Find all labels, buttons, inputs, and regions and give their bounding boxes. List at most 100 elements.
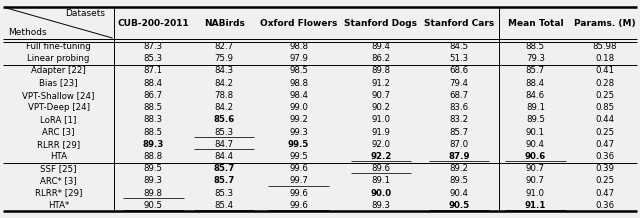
- Text: VPT-Deep [24]: VPT-Deep [24]: [28, 103, 90, 112]
- Text: 0.28: 0.28: [595, 79, 614, 88]
- Text: Stanford Cars: Stanford Cars: [424, 19, 495, 28]
- Text: 0.47: 0.47: [595, 189, 614, 198]
- Text: 98.8: 98.8: [289, 79, 308, 88]
- Text: Full fine-tuning: Full fine-tuning: [26, 42, 91, 51]
- Text: 89.6: 89.6: [371, 164, 390, 173]
- Text: 87.1: 87.1: [144, 66, 163, 75]
- Text: 87.0: 87.0: [450, 140, 469, 149]
- Text: 0.39: 0.39: [595, 164, 614, 173]
- Text: 91.0: 91.0: [526, 189, 545, 198]
- Text: 85.6: 85.6: [214, 115, 235, 124]
- Text: 89.5: 89.5: [450, 176, 468, 185]
- Text: 85.98: 85.98: [592, 42, 617, 51]
- Text: 88.5: 88.5: [144, 128, 163, 136]
- Text: 82.7: 82.7: [214, 42, 234, 51]
- Text: 0.36: 0.36: [595, 152, 614, 161]
- Text: 90.7: 90.7: [526, 176, 545, 185]
- Text: 0.41: 0.41: [595, 66, 614, 75]
- Text: Adapter [22]: Adapter [22]: [31, 66, 86, 75]
- Text: 91.2: 91.2: [371, 79, 390, 88]
- Text: 98.5: 98.5: [289, 66, 308, 75]
- Text: 78.8: 78.8: [214, 91, 234, 100]
- Text: 0.25: 0.25: [595, 176, 614, 185]
- Text: NABirds: NABirds: [204, 19, 244, 28]
- Text: 89.5: 89.5: [526, 115, 545, 124]
- Text: 91.0: 91.0: [371, 115, 390, 124]
- Text: VPT-Shallow [24]: VPT-Shallow [24]: [22, 91, 95, 100]
- Text: 92.0: 92.0: [371, 140, 390, 149]
- Text: 89.8: 89.8: [144, 189, 163, 198]
- Text: 90.4: 90.4: [450, 189, 468, 198]
- Text: 90.2: 90.2: [371, 103, 390, 112]
- Text: 90.4: 90.4: [526, 140, 545, 149]
- Text: 84.5: 84.5: [450, 42, 469, 51]
- Text: RLRR [29]: RLRR [29]: [37, 140, 80, 149]
- Text: 90.5: 90.5: [144, 201, 163, 210]
- Text: 90.7: 90.7: [371, 91, 390, 100]
- Text: 86.2: 86.2: [371, 54, 390, 63]
- Text: 88.3: 88.3: [144, 115, 163, 124]
- Text: 88.5: 88.5: [144, 103, 163, 112]
- Text: 85.3: 85.3: [144, 54, 163, 63]
- Text: 92.2: 92.2: [370, 152, 392, 161]
- Text: 89.3: 89.3: [371, 201, 390, 210]
- Text: 83.6: 83.6: [450, 103, 469, 112]
- Text: 86.7: 86.7: [144, 91, 163, 100]
- Text: 99.6: 99.6: [289, 164, 308, 173]
- Text: 90.6: 90.6: [525, 152, 546, 161]
- Text: 87.9: 87.9: [449, 152, 470, 161]
- Text: Linear probing: Linear probing: [28, 54, 90, 63]
- Text: 0.36: 0.36: [595, 201, 614, 210]
- Text: 99.6: 99.6: [289, 189, 308, 198]
- Text: ARC* [3]: ARC* [3]: [40, 176, 77, 185]
- Text: 89.1: 89.1: [371, 176, 390, 185]
- Text: 85.4: 85.4: [214, 201, 234, 210]
- Text: ARC [3]: ARC [3]: [42, 128, 75, 136]
- Text: 89.1: 89.1: [526, 103, 545, 112]
- Text: Stanford Dogs: Stanford Dogs: [344, 19, 417, 28]
- Text: RLRR* [29]: RLRR* [29]: [35, 189, 83, 198]
- Text: 85.3: 85.3: [214, 189, 234, 198]
- Text: 88.8: 88.8: [144, 152, 163, 161]
- Text: Bias [23]: Bias [23]: [39, 79, 78, 88]
- Text: 88.5: 88.5: [526, 42, 545, 51]
- Text: 84.3: 84.3: [214, 66, 234, 75]
- Text: LoRA [1]: LoRA [1]: [40, 115, 77, 124]
- Text: Methods: Methods: [8, 28, 46, 37]
- Text: HTA: HTA: [50, 152, 67, 161]
- Text: 89.2: 89.2: [450, 164, 468, 173]
- Text: 99.7: 99.7: [289, 176, 308, 185]
- Text: Datasets: Datasets: [65, 9, 105, 18]
- Text: 85.7: 85.7: [214, 164, 235, 173]
- Text: 85.3: 85.3: [214, 128, 234, 136]
- Text: 91.1: 91.1: [525, 201, 546, 210]
- Text: 83.2: 83.2: [450, 115, 469, 124]
- Text: 89.4: 89.4: [371, 42, 390, 51]
- Text: 90.5: 90.5: [449, 201, 470, 210]
- Text: 51.3: 51.3: [450, 54, 469, 63]
- Text: 68.6: 68.6: [450, 66, 469, 75]
- Text: 88.4: 88.4: [144, 79, 163, 88]
- Text: 84.4: 84.4: [214, 152, 234, 161]
- Text: CUB-200-2011: CUB-200-2011: [118, 19, 189, 28]
- Text: 90.1: 90.1: [526, 128, 545, 136]
- Text: 98.8: 98.8: [289, 42, 308, 51]
- Text: 89.8: 89.8: [371, 66, 390, 75]
- Text: 85.7: 85.7: [450, 128, 469, 136]
- Text: 0.44: 0.44: [595, 115, 614, 124]
- Text: 99.5: 99.5: [289, 152, 308, 161]
- Text: 79.3: 79.3: [526, 54, 545, 63]
- Text: HTA*: HTA*: [48, 201, 69, 210]
- Text: SSF [25]: SSF [25]: [40, 164, 77, 173]
- Text: Params. (M): Params. (M): [573, 19, 636, 28]
- Text: 0.25: 0.25: [595, 128, 614, 136]
- Text: 84.7: 84.7: [214, 140, 234, 149]
- Text: 90.0: 90.0: [370, 189, 391, 198]
- Text: 84.2: 84.2: [214, 103, 234, 112]
- Text: 91.9: 91.9: [371, 128, 390, 136]
- Text: 97.9: 97.9: [289, 54, 308, 63]
- Text: 89.3: 89.3: [143, 140, 164, 149]
- Text: 0.85: 0.85: [595, 103, 614, 112]
- Text: 99.5: 99.5: [288, 140, 309, 149]
- Text: 79.4: 79.4: [450, 79, 468, 88]
